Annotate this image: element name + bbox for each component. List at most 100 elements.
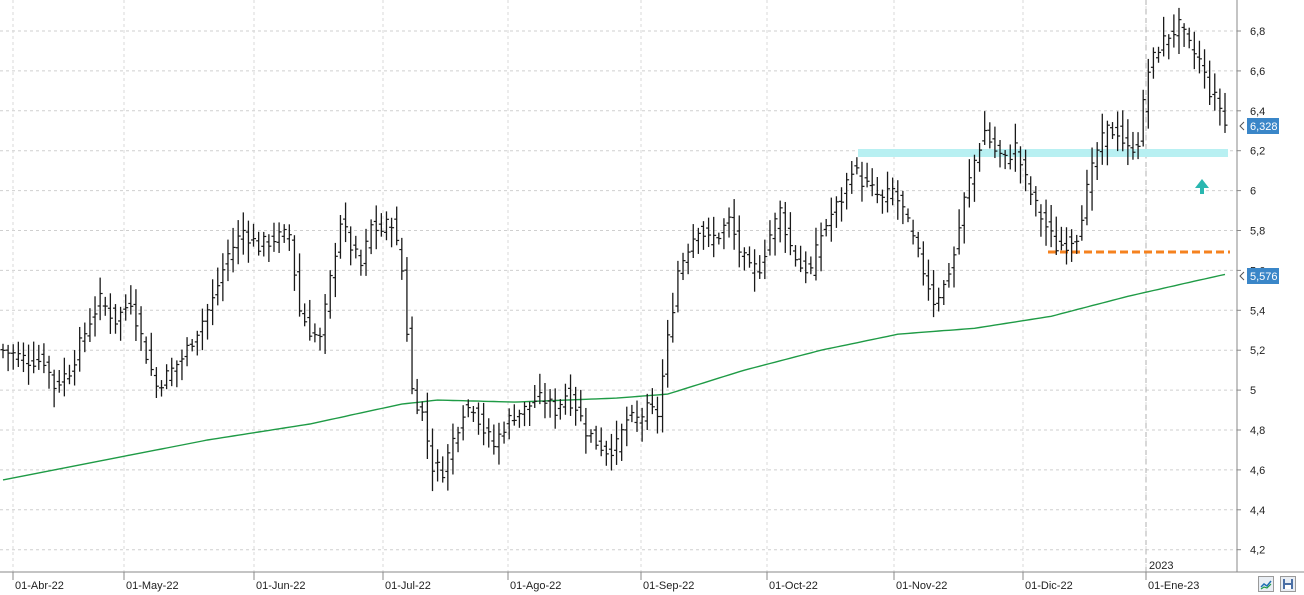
price-bar	[675, 260, 681, 313]
price-bar	[348, 226, 354, 266]
y-tick-label: 6,8	[1250, 26, 1265, 38]
price-bar	[491, 424, 497, 455]
price-bar	[966, 159, 972, 208]
price-bar	[312, 323, 318, 343]
price-bar	[624, 406, 630, 447]
price-bar	[992, 126, 998, 159]
price-bar	[905, 208, 911, 223]
price-bar	[251, 223, 257, 247]
price-bar	[256, 231, 262, 256]
price-bar	[476, 402, 482, 435]
price-bar	[736, 215, 742, 268]
price-bar	[1063, 227, 1069, 265]
price-bar	[179, 349, 185, 381]
price-bar	[578, 389, 584, 422]
x-tick-label: 01-Ago-22	[510, 580, 561, 592]
price-bar	[752, 249, 758, 292]
price-bar	[1110, 122, 1116, 140]
price-bar	[373, 205, 379, 250]
price-bar	[87, 308, 93, 342]
price-bar	[782, 201, 788, 253]
price-bar	[404, 257, 410, 342]
price-bar	[573, 386, 579, 426]
y-tick-label: 4,6	[1250, 465, 1265, 477]
grid-toggle-button[interactable]	[1258, 576, 1274, 592]
price-bar	[1094, 142, 1100, 180]
price-bar	[562, 383, 568, 415]
price-bar	[731, 199, 737, 250]
price-bar	[240, 212, 246, 255]
price-bar	[112, 304, 118, 334]
price-bar	[429, 428, 435, 492]
price-bar	[414, 378, 420, 415]
price-bar	[1007, 144, 1013, 170]
price-bar	[184, 337, 190, 367]
price-bar	[767, 220, 773, 256]
price-bar	[1186, 27, 1192, 49]
price-bar	[419, 401, 425, 421]
price-bar	[629, 404, 635, 423]
price-bar	[1130, 131, 1136, 160]
price-bar	[261, 231, 267, 257]
price-bar	[460, 405, 466, 441]
x-tick-label: 01-Oct-22	[769, 580, 818, 592]
price-bar	[1120, 110, 1126, 152]
price-bar	[828, 197, 834, 242]
price-bar	[1023, 149, 1029, 192]
y-tick-label: 5,4	[1250, 305, 1265, 317]
price-bar	[138, 306, 144, 351]
price-bar	[588, 429, 594, 443]
price-bar	[711, 216, 717, 258]
last-price-pointer	[1239, 121, 1245, 131]
y-tick-label: 6	[1250, 186, 1256, 198]
price-bar	[772, 212, 778, 256]
price-bar	[634, 400, 640, 432]
price-bar	[1150, 47, 1156, 79]
x-axis: 01-Abr-22 01-May-22 01-Jun-22 01-Jul-22 01-A…	[0, 571, 1304, 592]
price-bar	[757, 255, 763, 279]
price-bar	[0, 343, 6, 359]
moving-average-line	[2, 273, 1226, 481]
price-bar	[82, 322, 88, 353]
price-bar	[516, 409, 522, 428]
price-bar	[31, 341, 37, 374]
save-button[interactable]	[1280, 576, 1296, 592]
price-bar	[286, 224, 292, 251]
price-bar	[97, 277, 103, 321]
price-bar	[900, 190, 906, 225]
price-bar	[133, 289, 139, 341]
price-bar	[721, 218, 727, 250]
price-bar	[895, 180, 901, 220]
price-bar	[874, 177, 880, 204]
price-bar	[920, 241, 926, 286]
price-bar	[1033, 186, 1039, 217]
price-bar	[614, 420, 620, 465]
price-bar	[440, 456, 446, 483]
price-bar	[291, 235, 297, 291]
last-price-marker: 6,328	[1239, 118, 1279, 134]
price-bar	[654, 396, 660, 434]
price-bar	[685, 243, 691, 275]
price-bar	[649, 388, 655, 415]
price-bar	[859, 161, 865, 202]
price-bar	[107, 293, 113, 334]
price-bar	[1212, 73, 1218, 111]
price-bar	[1099, 113, 1105, 165]
price-bar	[337, 214, 343, 259]
price-bar	[199, 308, 205, 351]
price-bar	[102, 296, 108, 316]
price-bar	[608, 433, 614, 471]
price-bar	[583, 407, 589, 454]
price-bar	[189, 338, 195, 352]
price-bar	[1074, 234, 1080, 254]
price-bar	[639, 407, 645, 442]
price-bar	[1002, 150, 1008, 170]
price-bar	[225, 239, 231, 282]
price-bar	[946, 262, 952, 288]
price-bar	[1028, 176, 1034, 206]
price-bar	[793, 245, 799, 267]
grid-lines	[0, 0, 1237, 572]
price-bar	[51, 369, 57, 408]
resistance-band	[858, 149, 1228, 157]
price-bar	[501, 421, 507, 444]
